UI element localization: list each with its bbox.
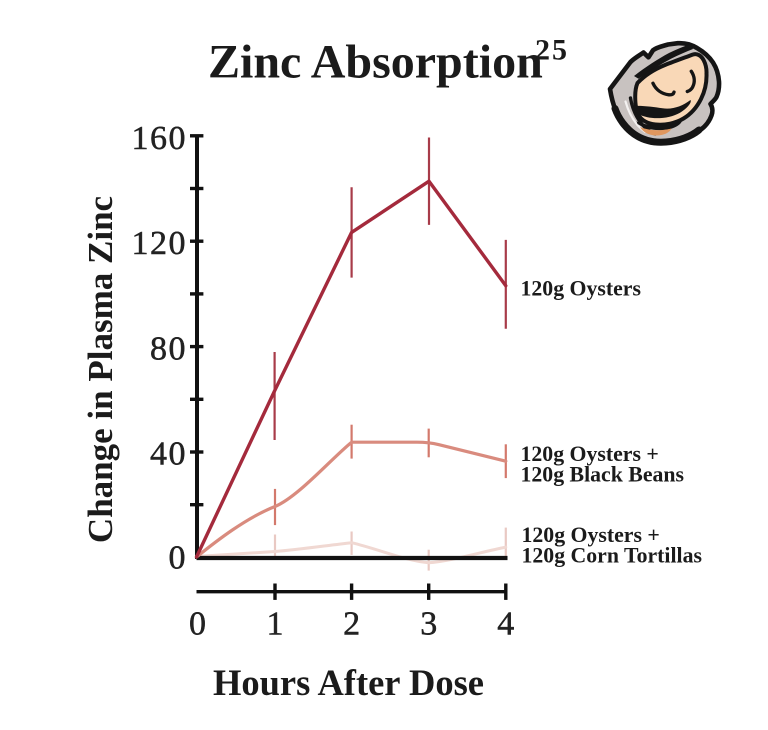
svg-text:0: 0 xyxy=(169,539,188,576)
svg-text:120g Corn Tortillas: 120g Corn Tortillas xyxy=(522,544,702,568)
svg-text:2: 2 xyxy=(343,606,360,643)
svg-text:120g Oysters +: 120g Oysters + xyxy=(521,442,659,466)
svg-text:40: 40 xyxy=(150,436,187,473)
svg-text:Change in Plasma Zinc: Change in Plasma Zinc xyxy=(81,196,120,543)
svg-text:120g Oysters: 120g Oysters xyxy=(521,277,641,301)
svg-text:0: 0 xyxy=(189,606,206,643)
svg-text:4: 4 xyxy=(497,606,514,643)
svg-text:160: 160 xyxy=(132,120,188,157)
svg-text:1: 1 xyxy=(267,606,284,643)
svg-text:80: 80 xyxy=(150,330,187,367)
svg-text:120: 120 xyxy=(132,225,188,262)
svg-text:120g Black Beans: 120g Black Beans xyxy=(521,462,685,486)
svg-text:120g Oysters +: 120g Oysters + xyxy=(522,523,660,547)
svg-text:Hours After Dose: Hours After Dose xyxy=(213,662,484,703)
svg-text:3: 3 xyxy=(420,606,437,643)
svg-text:25: 25 xyxy=(535,34,569,67)
svg-text:Zinc Absorption: Zinc Absorption xyxy=(208,36,543,89)
